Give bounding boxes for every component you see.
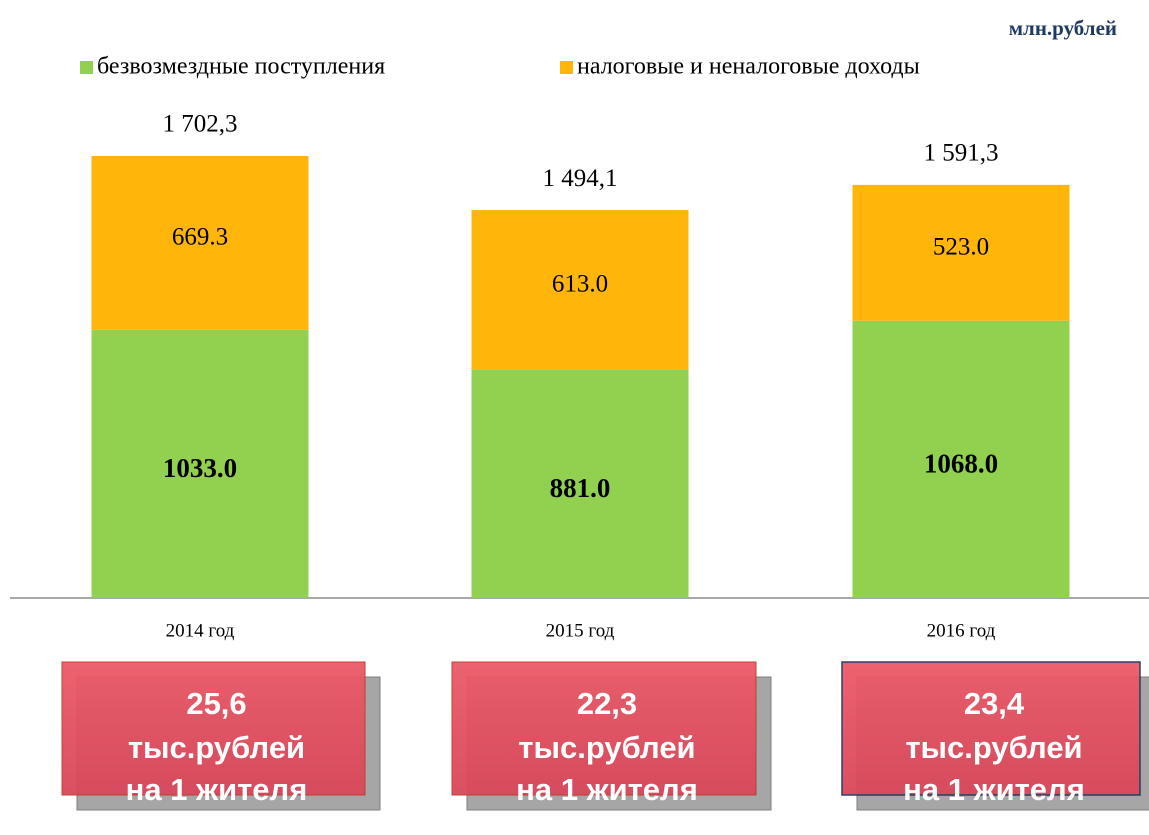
bar-segment	[471, 210, 689, 370]
per-capita-value: 23,4	[964, 686, 1025, 721]
per-capita-unit: тыс.рублей	[128, 730, 305, 765]
bar-segment	[471, 369, 689, 598]
per-capita-note: на 1 жителя	[903, 772, 1085, 807]
bar-segment	[852, 320, 1070, 598]
legend-swatch	[80, 61, 93, 74]
per-capita-note: на 1 жителя	[126, 772, 308, 807]
per-capita-value: 25,6	[186, 686, 246, 721]
value-label: 1033.0	[163, 453, 237, 483]
legend-label: налоговые и неналоговые доходы	[577, 54, 920, 80]
per-capita-box	[841, 661, 1141, 796]
value-label: 613.0	[552, 270, 608, 297]
value-label: 523.0	[933, 234, 989, 261]
legend-swatch	[560, 61, 573, 74]
value-label: 1068.0	[924, 449, 998, 479]
per-capita-unit: тыс.рублей	[518, 730, 695, 765]
x-tick-label: 2015 год	[546, 620, 615, 641]
per-capita-box	[61, 661, 366, 796]
legend-label: безвозмездные поступления	[97, 54, 385, 80]
unit-label: млн.рублей	[1009, 16, 1117, 40]
value-label: 669.3	[172, 224, 228, 251]
per-capita-note: на 1 жителя	[516, 772, 698, 807]
value-label: 881.0	[550, 473, 611, 503]
x-tick-label: 2016 год	[927, 620, 996, 641]
per-capita-value: 22,3	[577, 686, 637, 721]
bar-segment	[852, 184, 1070, 321]
total-label: 1 591,3	[924, 140, 999, 167]
bar-segment	[91, 155, 309, 330]
per-capita-unit: тыс.рублей	[905, 730, 1082, 765]
total-label: 1 702,3	[163, 111, 238, 138]
x-tick-label: 2014 год	[166, 620, 235, 641]
total-label: 1 494,1	[543, 165, 618, 192]
per-capita-box	[451, 661, 757, 796]
bar-segment	[91, 329, 309, 598]
